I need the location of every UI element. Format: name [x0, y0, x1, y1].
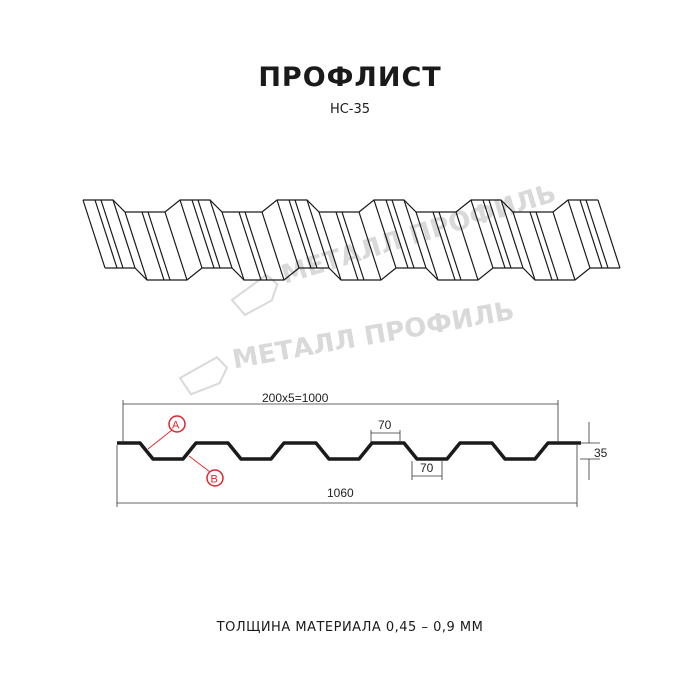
profile-line	[117, 441, 581, 461]
sheet-rib-line	[585, 199, 609, 269]
sheet-fold-line	[221, 211, 245, 281]
sheet-bottom-edge	[105, 267, 620, 281]
sheet-fold-line	[318, 211, 342, 281]
sheet-rib-line	[100, 199, 124, 269]
sheet-fold-line	[455, 211, 479, 281]
sheet-rib-line	[385, 199, 409, 269]
sheet-fold-line	[164, 211, 188, 281]
sheet-rib-line	[529, 211, 553, 281]
callout-a: A	[147, 415, 186, 450]
sheet-fold-line	[82, 199, 106, 269]
dim-height: 35	[594, 446, 608, 460]
sheet-rib-line	[288, 199, 312, 269]
page-title: ПРОФЛИСТ	[258, 62, 442, 93]
sheet-fold-line	[512, 211, 536, 281]
watermark-bottom: МЕТАЛЛ ПРОФИЛЬ	[178, 296, 517, 396]
sheet-rib-line	[191, 199, 215, 269]
sheet-fold-line	[373, 199, 397, 269]
dim-cover-width: 200x5=1000	[262, 391, 329, 405]
sheet-fold-line	[261, 211, 285, 281]
sheet-rib-line	[238, 211, 262, 281]
sheet-fold-line	[470, 199, 494, 269]
sheet-fold-line	[403, 199, 427, 269]
sheet-fold-line	[597, 199, 621, 269]
sheet-top-edge	[83, 199, 598, 213]
sheet-rib-line	[438, 211, 462, 281]
sheet-rib-line	[94, 199, 118, 269]
sheet-perspective-view	[82, 199, 621, 281]
sheet-rib-line	[391, 199, 415, 269]
dim-full-width: 1060	[327, 486, 354, 500]
sheet-fold-line	[179, 199, 203, 269]
sheet-rib-line	[341, 211, 365, 281]
profile-section: 200x5=1000 1060 70 70 35 A B	[116, 391, 608, 507]
sheet-fold-line	[358, 211, 382, 281]
callout-b: B	[188, 455, 224, 487]
product-code: НС-35	[329, 102, 371, 117]
dim-top-flange: 70	[378, 418, 392, 432]
sheet-rib-line	[141, 211, 165, 281]
sheet-rib-line	[535, 211, 559, 281]
sheet-fold-line	[567, 199, 591, 269]
svg-text:A: A	[172, 420, 180, 432]
sheet-rib-line	[244, 211, 268, 281]
sheet-rib-line	[197, 199, 221, 269]
sheet-rib-line	[488, 199, 512, 269]
sheet-fold-line	[552, 211, 576, 281]
material-thickness: ТОЛЩИНА МАТЕРИАЛА 0,45 – 0,9 ММ	[216, 620, 484, 635]
svg-text:B: B	[211, 474, 218, 486]
sheet-rib-line	[147, 211, 171, 281]
sheet-fold-line	[209, 199, 233, 269]
sheet-fold-line	[500, 199, 524, 269]
sheet-rib-line	[432, 211, 456, 281]
sheet-fold-line	[415, 211, 439, 281]
sheet-rib-line	[579, 199, 603, 269]
sheet-rib-line	[482, 199, 506, 269]
sheet-fold-line	[124, 211, 148, 281]
sheet-fold-line	[112, 199, 136, 269]
sheet-fold-line	[306, 199, 330, 269]
sheet-fold-line	[276, 199, 300, 269]
watermark-top: МЕТАЛЛ ПРОФИЛЬ	[230, 178, 560, 317]
svg-text:МЕТАЛЛ ПРОФИЛЬ: МЕТАЛЛ ПРОФИЛЬ	[230, 296, 516, 375]
sheet-rib-line	[335, 211, 359, 281]
dim-bottom-flange: 70	[420, 461, 434, 475]
sheet-rib-line	[294, 199, 318, 269]
svg-text:МЕТАЛЛ ПРОФИЛЬ: МЕТАЛЛ ПРОФИЛЬ	[278, 178, 560, 290]
